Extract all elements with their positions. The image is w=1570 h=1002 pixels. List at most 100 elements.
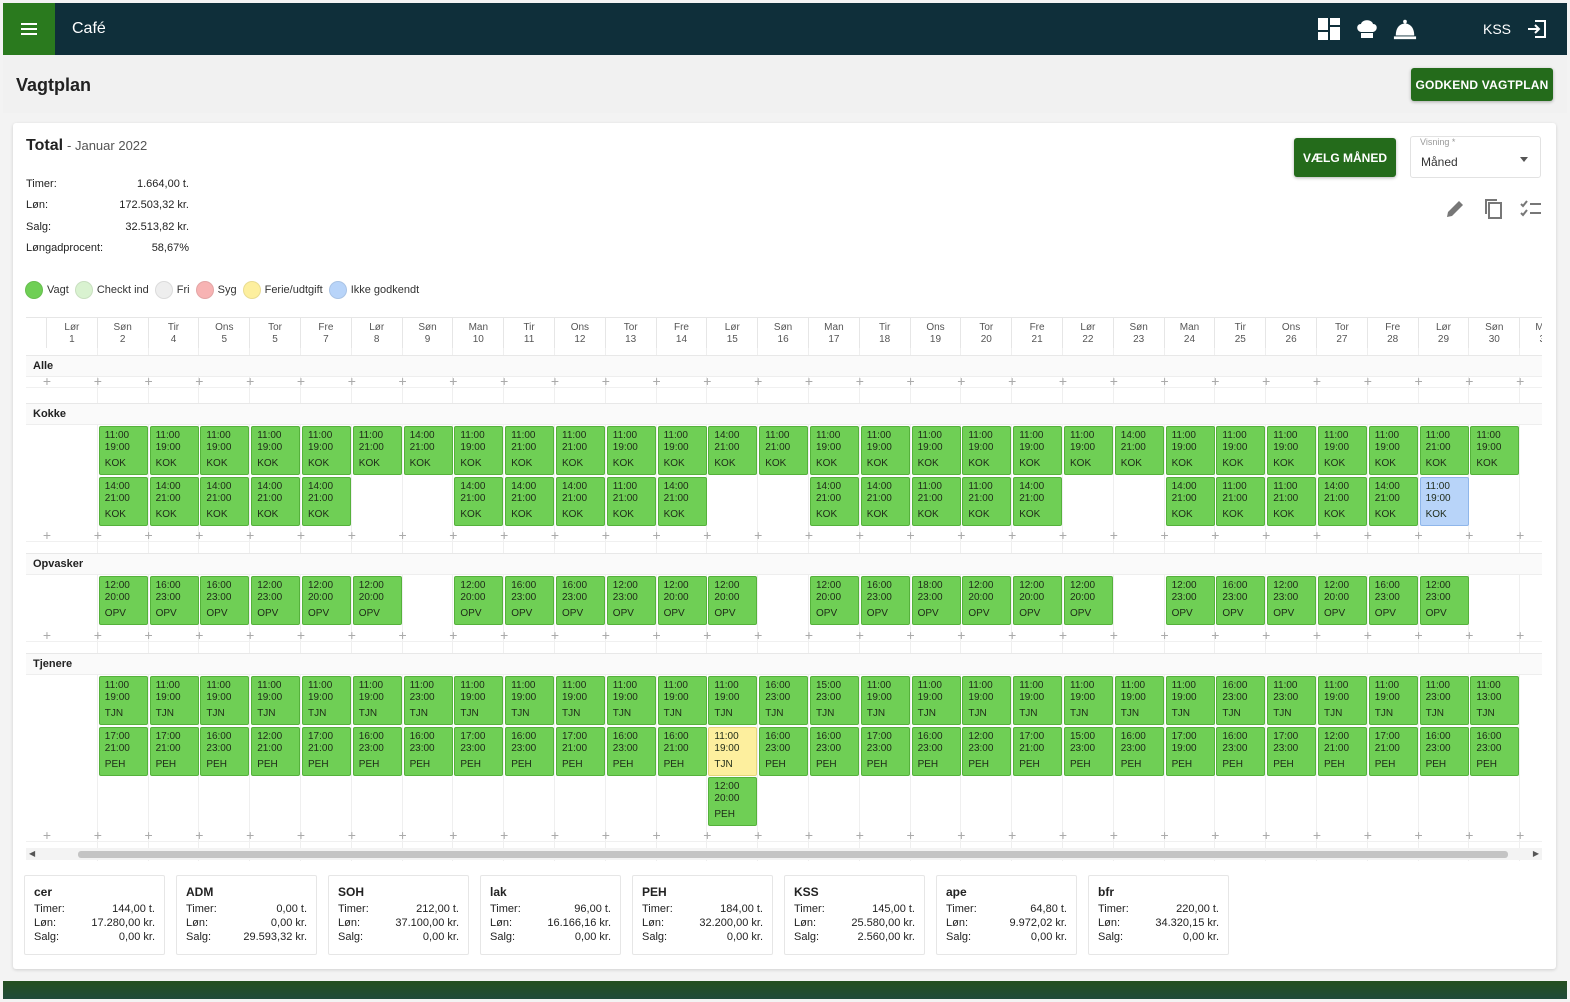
shift-block[interactable]: 11:00 19:00 TJN	[251, 676, 301, 725]
add-shift-button[interactable]: +	[550, 527, 560, 543]
add-shift-button[interactable]: +	[1465, 827, 1474, 843]
shift-block[interactable]: 14:00 21:00 KOK	[200, 476, 250, 526]
shift-block[interactable]: 17:00 21:00 PEH	[556, 726, 605, 776]
add-shift-button[interactable]: +	[296, 827, 306, 843]
add-shift-button[interactable]: +	[449, 627, 458, 643]
shift-block[interactable]: 11:00 19:00 TJN	[98, 676, 148, 725]
shift-block[interactable]: 17:00 23:00 PEH	[454, 726, 504, 776]
add-shift-button[interactable]: +	[449, 827, 458, 843]
add-shift-button[interactable]: +	[1008, 527, 1017, 543]
add-shift-button[interactable]: +	[703, 527, 712, 543]
dashboard-icon[interactable]	[1317, 17, 1341, 41]
shift-block[interactable]: 12:00 20:00 OPV	[1013, 576, 1063, 625]
shift-block[interactable]: 15:00 23:00 PEH	[1064, 726, 1113, 776]
add-shift-button[interactable]: +	[246, 827, 255, 843]
add-shift-button[interactable]: +	[246, 527, 255, 543]
add-shift-button[interactable]: +	[246, 627, 255, 643]
shift-block[interactable]: 11:00 21:00 KOK	[1216, 476, 1266, 526]
shift-block[interactable]: 11:00 21:00 KOK	[962, 476, 1012, 526]
add-shift-button[interactable]: +	[1363, 373, 1372, 389]
shift-block[interactable]: 11:00 19:00 KOK	[1216, 426, 1266, 475]
add-shift-button[interactable]: +	[804, 627, 814, 643]
shift-block[interactable]: 14:00 21:00 KOK	[149, 476, 199, 526]
shift-block[interactable]: 11:00 19:00 KOK	[149, 426, 199, 475]
shift-block[interactable]: 16:00 23:00 PEH	[810, 726, 859, 776]
shift-block[interactable]: 11:00 21:00 KOK	[556, 426, 605, 475]
shift-block[interactable]: 14:00 21:00 KOK	[657, 476, 707, 526]
shift-block[interactable]: 16:00 23:00 OPV	[860, 576, 910, 625]
edit-icon[interactable]	[1443, 197, 1467, 221]
shift-block[interactable]: 16:00 23:00 OPV	[200, 576, 250, 625]
shift-block[interactable]: 16:00 23:00 PEH	[606, 726, 656, 776]
add-shift-button[interactable]: +	[754, 827, 763, 843]
add-shift-button[interactable]: +	[500, 373, 509, 389]
shift-block[interactable]: 11:00 19:00 KOK	[98, 426, 148, 475]
shift-block[interactable]: 11:00 19:00 KOK	[454, 426, 504, 475]
shift-block[interactable]: 11:00 19:00 TJN	[962, 676, 1012, 725]
shift-block[interactable]: 17:00 21:00 PEH	[1013, 726, 1063, 776]
shift-block[interactable]: 11:00 19:00 TJN	[1165, 676, 1215, 725]
shift-block[interactable]: 12:00 20:00 OPV	[454, 576, 504, 625]
add-shift-button[interactable]: +	[1262, 827, 1271, 843]
add-shift-button[interactable]: +	[195, 827, 204, 843]
shift-block[interactable]: 11:00 21:00 KOK	[1267, 476, 1317, 526]
add-shift-button[interactable]: +	[1262, 627, 1271, 643]
shift-block[interactable]: 12:00 23:00 OPV	[606, 576, 656, 625]
add-shift-button[interactable]: +	[550, 627, 560, 643]
add-shift-button[interactable]: +	[347, 627, 356, 643]
shift-block[interactable]: 17:00 21:00 PEH	[1368, 726, 1418, 776]
add-shift-button[interactable]: +	[1465, 627, 1474, 643]
shift-block[interactable]: 16:00 23:00 OPV	[505, 576, 555, 625]
add-shift-button[interactable]: +	[93, 527, 102, 543]
user-name[interactable]: KSS	[1482, 21, 1511, 37]
shift-block[interactable]: 12:00 20:00 OPV	[708, 576, 758, 625]
add-shift-button[interactable]: +	[855, 827, 864, 843]
add-shift-button[interactable]: +	[703, 373, 712, 389]
shift-block[interactable]: 11:00 19:00 TJN	[1368, 676, 1418, 725]
shift-block[interactable]: 16:00 23:00 PEH	[1419, 726, 1469, 776]
shift-block[interactable]: 14:00 21:00 KOK	[1013, 476, 1063, 526]
shift-block[interactable]: 11:00 19:00 KOK	[1165, 426, 1215, 475]
shift-block[interactable]: 11:00 19:00 TJN	[352, 676, 402, 725]
shift-block[interactable]: 11:00 19:00 TJN	[860, 676, 910, 725]
shift-block[interactable]: 11:00 19:00 TJN	[1064, 676, 1113, 725]
add-shift-button[interactable]: +	[1160, 827, 1169, 843]
shift-block[interactable]: 16:00 23:00 PEH	[505, 726, 555, 776]
shift-block[interactable]: 16:00 23:00 PEH	[403, 726, 453, 776]
shift-block[interactable]: 12:00 20:00 OPV	[810, 576, 859, 625]
shift-block[interactable]: 14:00 21:00 KOK	[860, 476, 910, 526]
add-shift-button[interactable]: +	[1109, 527, 1118, 543]
shift-block[interactable]: 18:00 23:00 OPV	[911, 576, 961, 625]
add-shift-button[interactable]: +	[1211, 527, 1220, 543]
shift-block[interactable]: 16:00 23:00 PEH	[200, 726, 250, 776]
shift-block[interactable]: 14:00 21:00 KOK	[1165, 476, 1215, 526]
add-shift-button[interactable]: +	[703, 627, 712, 643]
shift-block[interactable]: 11:00 21:00 KOK	[352, 426, 402, 475]
shift-block[interactable]: 11:00 19:00 KOK	[251, 426, 301, 475]
add-shift-button[interactable]: +	[652, 373, 661, 389]
add-shift-button[interactable]: +	[906, 627, 915, 643]
shift-block[interactable]: 11:00 19:00 KOK	[1470, 426, 1520, 475]
copy-icon[interactable]	[1481, 197, 1505, 221]
shift-block[interactable]: 11:00 23:00 TJN	[403, 676, 453, 725]
add-shift-button[interactable]: +	[1008, 827, 1017, 843]
add-shift-button[interactable]: +	[144, 527, 153, 543]
shift-block[interactable]: 17:00 23:00 PEH	[1267, 726, 1317, 776]
add-shift-button[interactable]: +	[1414, 627, 1423, 643]
add-shift-button[interactable]: +	[855, 373, 864, 389]
shift-block[interactable]: 16:00 23:00 PEH	[1470, 726, 1520, 776]
shift-block[interactable]: 14:00 21:00 KOK	[302, 476, 351, 526]
add-shift-button[interactable]: +	[144, 627, 153, 643]
shift-block[interactable]: 11:00 19:00 KOK	[1419, 476, 1469, 526]
shift-block[interactable]: 16:00 23:00 PEH	[759, 726, 809, 776]
add-shift-button[interactable]: +	[906, 827, 915, 843]
shift-block[interactable]: 11:00 19:00 KOK	[1013, 426, 1063, 475]
bell-icon[interactable]	[1393, 17, 1417, 41]
add-shift-button[interactable]: +	[601, 627, 610, 643]
shift-block[interactable]: 11:00 19:00 TJN	[1114, 676, 1164, 725]
shift-block[interactable]: 11:00 19:00 TJN	[657, 676, 707, 725]
add-shift-button[interactable]: +	[1414, 527, 1423, 543]
shift-block[interactable]: 11:00 19:00 TJN	[708, 676, 758, 725]
add-shift-button[interactable]: +	[754, 373, 763, 389]
add-shift-button[interactable]: +	[1109, 373, 1118, 389]
